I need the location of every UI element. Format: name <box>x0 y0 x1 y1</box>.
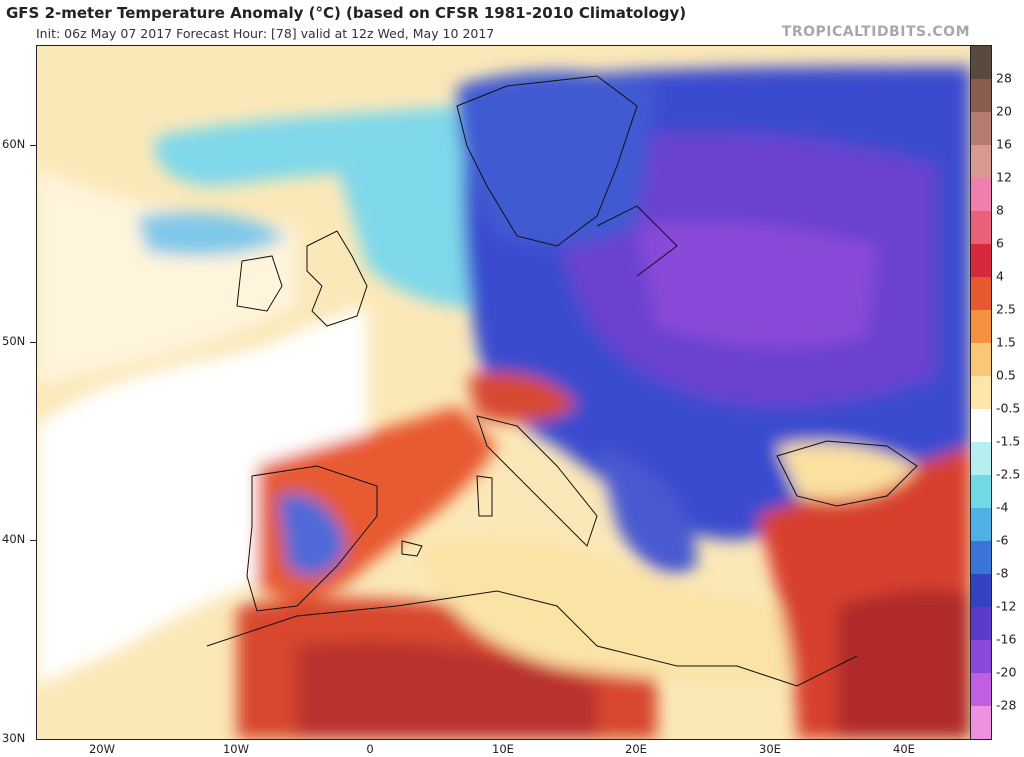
colorbar-label: -1.5 <box>996 433 1021 448</box>
colorbar-label: -4 <box>996 499 1009 514</box>
colorbar-swatch <box>971 508 991 541</box>
colorbar-label: -0.5 <box>996 400 1021 415</box>
colorbar-swatch <box>971 475 991 508</box>
colorbar-swatch <box>971 343 991 376</box>
colorbar-swatch <box>971 178 991 211</box>
colorbar-swatch <box>971 376 991 409</box>
lat-tick <box>30 540 36 541</box>
lon-label-20w: 20W <box>88 742 116 756</box>
lon-label-10e: 10E <box>492 742 514 756</box>
chart-title: GFS 2-meter Temperature Anomaly (°C) (ba… <box>6 4 687 22</box>
colorbar-label: 6 <box>996 235 1004 250</box>
brand-watermark: TROPICALTIDBITS.COM <box>781 24 970 40</box>
lon-label-40e: 40E <box>893 742 915 756</box>
lon-label-10w: 10W <box>222 742 250 756</box>
colorbar-swatch <box>971 640 991 673</box>
colorbar-swatch <box>971 277 991 310</box>
colorbar-swatch <box>971 310 991 343</box>
colorbar-label: -2.5 <box>996 466 1021 481</box>
colorbar-label: 28 <box>996 70 1012 85</box>
colorbar-label: -6 <box>996 532 1009 547</box>
colorbar-swatch <box>971 112 991 145</box>
colorbar-swatch <box>971 211 991 244</box>
lon-label-0: 0 <box>366 742 374 756</box>
colorbar-swatch <box>971 442 991 475</box>
lat-label-30n: 30N <box>2 731 26 745</box>
colorbar-swatch <box>971 574 991 607</box>
colorbar-label: -8 <box>996 565 1009 580</box>
colorbar-label: 4 <box>996 268 1004 283</box>
lat-tick <box>30 145 36 146</box>
colorbar-label: 2.5 <box>996 301 1016 316</box>
lon-label-20e: 20E <box>625 742 647 756</box>
lat-label-60n: 60N <box>2 137 26 151</box>
colorbar-swatch <box>971 607 991 640</box>
colorbar-label: 8 <box>996 202 1004 217</box>
colorbar-swatch <box>971 673 991 706</box>
colorbar-swatch <box>971 409 991 442</box>
colorbar-label: 20 <box>996 103 1012 118</box>
lat-tick <box>30 342 36 343</box>
colorbar-label: 16 <box>996 136 1012 151</box>
lat-label-40n: 40N <box>2 532 26 546</box>
forecast-info: Init: 06z May 07 2017 Forecast Hour: [78… <box>36 26 495 41</box>
colorbar-swatch <box>971 79 991 112</box>
colorbar-label: -12 <box>996 598 1017 613</box>
colorbar-swatch <box>971 541 991 574</box>
colorbar-swatch <box>971 244 991 277</box>
colorbar-label: -28 <box>996 697 1017 712</box>
colorbar <box>970 45 992 740</box>
colorbar-swatch <box>971 46 991 79</box>
colorbar-label: -16 <box>996 631 1017 646</box>
anomaly-map <box>36 45 972 740</box>
colorbar-swatch <box>971 145 991 178</box>
lat-label-50n: 50N <box>2 334 26 348</box>
colorbar-label: 1.5 <box>996 334 1016 349</box>
colorbar-label: -20 <box>996 664 1017 679</box>
colorbar-swatch <box>971 706 991 739</box>
colorbar-label: 12 <box>996 169 1012 184</box>
colorbar-label: 0.5 <box>996 367 1016 382</box>
lon-label-30e: 30E <box>759 742 781 756</box>
